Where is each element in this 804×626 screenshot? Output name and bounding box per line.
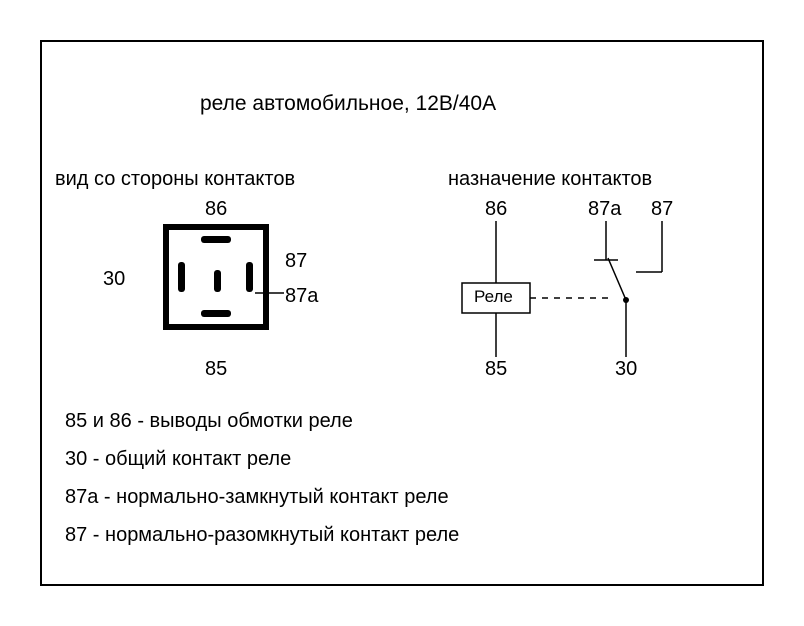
legend-line-2: 30 - общий контакт реле [65, 448, 291, 471]
relay-box-label: Реле [474, 287, 513, 307]
sch-label-85: 85 [485, 358, 507, 381]
pin-label-30: 30 [103, 268, 125, 291]
legend-line-4: 87 - нормально-разомкнутый контакт реле [65, 524, 459, 547]
legend-line-1: 85 и 86 - выводы обмотки реле [65, 410, 353, 433]
sch-label-87: 87 [651, 198, 673, 221]
pin-label-85: 85 [205, 358, 227, 381]
page: реле автомобильное, 12В/40А вид со сторо… [0, 0, 804, 626]
sch-label-30: 30 [615, 358, 637, 381]
pin-label-87: 87 [285, 250, 307, 273]
legend-line-3: 87a - нормально-замкнутый контакт реле [65, 486, 449, 509]
diagram-title: реле автомобильное, 12В/40А [200, 92, 496, 116]
right-heading: назначение контактов [448, 168, 652, 191]
sch-label-87a: 87a [588, 198, 621, 221]
pin-label-87a: 87a [285, 285, 318, 308]
left-heading: вид со стороны контактов [55, 168, 295, 191]
pin-label-86: 86 [205, 198, 227, 221]
sch-label-86: 86 [485, 198, 507, 221]
